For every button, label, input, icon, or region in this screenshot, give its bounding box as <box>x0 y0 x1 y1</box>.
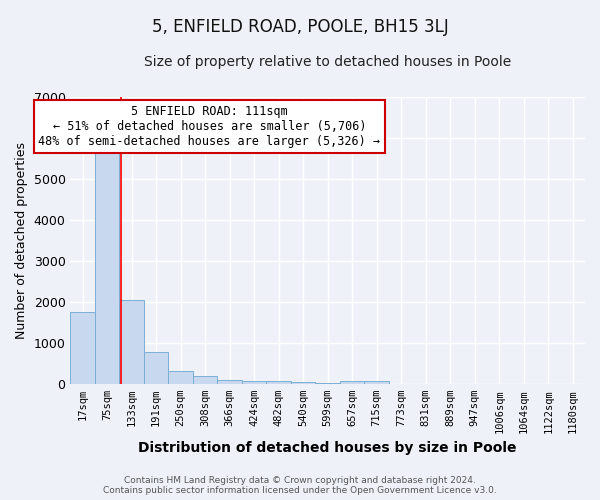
Y-axis label: Number of detached properties: Number of detached properties <box>15 142 28 339</box>
Bar <box>291 382 316 384</box>
Text: 5, ENFIELD ROAD, POOLE, BH15 3LJ: 5, ENFIELD ROAD, POOLE, BH15 3LJ <box>152 18 448 36</box>
Title: Size of property relative to detached houses in Poole: Size of property relative to detached ho… <box>144 55 511 69</box>
Bar <box>144 352 169 384</box>
Bar <box>193 376 217 384</box>
Bar <box>266 382 291 384</box>
Bar <box>70 312 95 384</box>
Bar <box>119 300 144 384</box>
Bar <box>95 148 119 384</box>
Bar <box>242 381 266 384</box>
Bar <box>340 382 364 384</box>
Bar <box>169 370 193 384</box>
Bar <box>364 382 389 384</box>
Text: 5 ENFIELD ROAD: 111sqm
← 51% of detached houses are smaller (5,706)
48% of semi-: 5 ENFIELD ROAD: 111sqm ← 51% of detached… <box>38 105 380 148</box>
X-axis label: Distribution of detached houses by size in Poole: Distribution of detached houses by size … <box>139 441 517 455</box>
Text: Contains HM Land Registry data © Crown copyright and database right 2024.
Contai: Contains HM Land Registry data © Crown c… <box>103 476 497 495</box>
Bar <box>217 380 242 384</box>
Bar <box>316 382 340 384</box>
